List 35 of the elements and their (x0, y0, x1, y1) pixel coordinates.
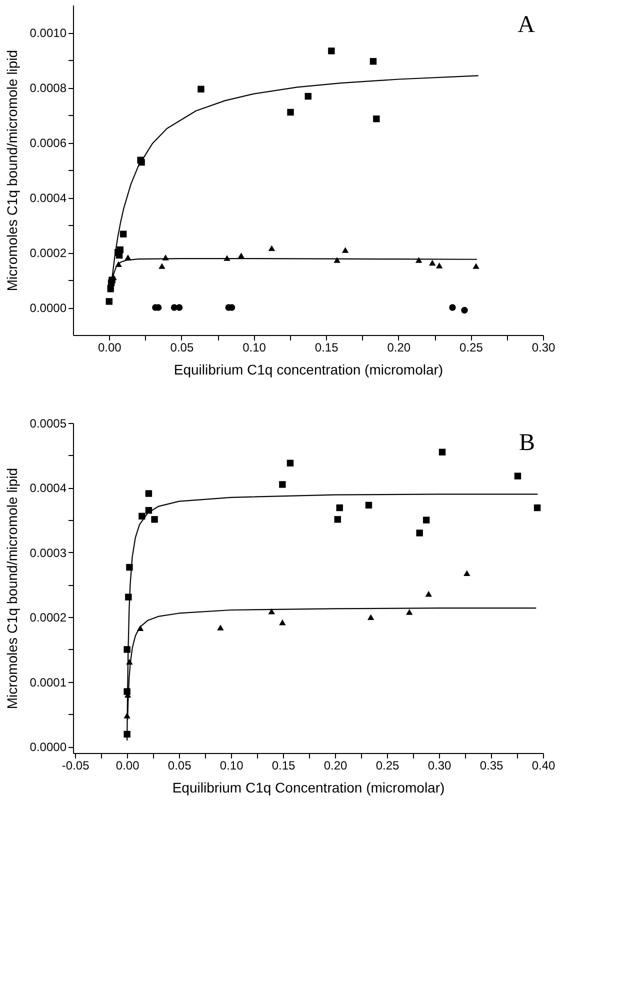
x-tick-label: 0.00 (98, 340, 122, 354)
y-tick-label: 0.0006 (30, 136, 67, 150)
y-tick-label: 0.0004 (30, 481, 67, 496)
y-axis-title: Micromoles C1q bound/micromole lipid (4, 468, 20, 710)
y-tick-label: 0.0002 (30, 610, 67, 625)
x-tick-label: 0.10 (242, 340, 266, 354)
annotation: A (518, 12, 536, 38)
x-axis-title: Equilibrium C1q Concentration (micromolar) (172, 780, 445, 796)
y-tick-label: 0.0000 (30, 740, 67, 754)
x-tick-label: 0.30 (428, 758, 452, 772)
x-tick-label: 0.15 (272, 758, 296, 772)
x-tick-label: 0.35 (480, 758, 504, 772)
x-tick-label: -0.05 (62, 758, 90, 772)
x-tick-label: 0.05 (170, 340, 194, 354)
x-tick-label: 0.30 (532, 340, 556, 354)
annotation: B (518, 430, 535, 456)
y-tick-label: 0.0005 (30, 416, 67, 430)
x-tick-label: 0.05 (168, 758, 192, 772)
y-tick-label: 0.0004 (30, 191, 67, 205)
y-tick-label: 0.0000 (30, 301, 67, 315)
x-tick-label: 0.00 (116, 758, 140, 772)
y-tick-label: 0.0002 (30, 246, 67, 260)
y-tick-label: 0.0001 (30, 675, 67, 690)
x-tick-label: 0.20 (387, 340, 411, 354)
y-tick-label: 0.0003 (30, 546, 67, 560)
y-axis-title: Micromoles C1q bound/micromole lipid (4, 50, 20, 292)
x-tick-label: 0.25 (376, 758, 400, 772)
x-tick-label: 0.15 (314, 340, 339, 354)
x-tick-label: 0.25 (460, 340, 484, 354)
x-tick-label: 0.20 (324, 758, 348, 772)
x-axis-title: Equilibrium C1q concentration (micromolar) (174, 362, 444, 378)
x-tick-label: 0.10 (220, 758, 244, 772)
x-tick-label: 0.40 (532, 758, 556, 772)
y-tick-label: 0.0008 (30, 81, 67, 95)
y-tick-label: 0.0010 (30, 26, 67, 40)
